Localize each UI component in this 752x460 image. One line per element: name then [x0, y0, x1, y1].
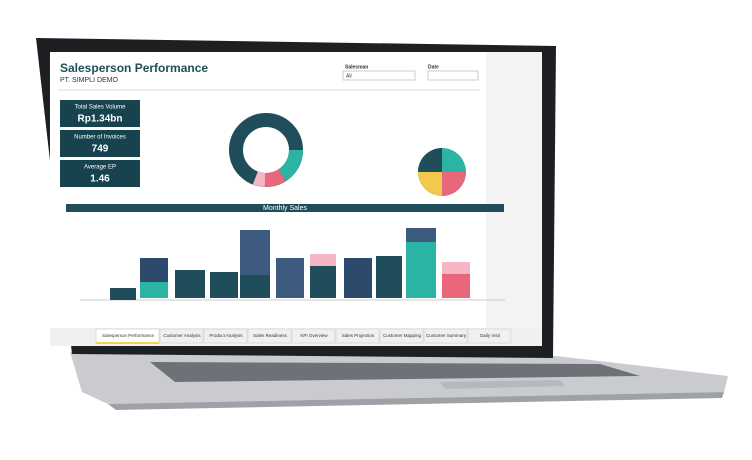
keyboard	[150, 362, 640, 382]
salesman-filter[interactable]	[342, 70, 416, 81]
bar-decor	[276, 258, 304, 298]
donut-chart	[229, 113, 303, 187]
kpi-card	[60, 130, 140, 157]
page-title: Salesperson Performance	[60, 61, 208, 75]
monthly-sales-header	[66, 204, 504, 212]
monthly-sales-chart	[80, 228, 505, 301]
tab-label: Product Analysis	[209, 333, 243, 338]
tab-label: Customer Analysis	[163, 333, 201, 338]
bar-decor	[175, 270, 205, 298]
bar-decor	[344, 258, 372, 298]
trackpad	[440, 380, 565, 389]
tab-label: Customer Summary	[426, 333, 467, 338]
filters-pane	[486, 52, 542, 328]
monthly-sales-title: Monthly Sales	[263, 205, 307, 212]
kpi-label: Total Sales Volume	[74, 105, 126, 111]
bar-decor	[210, 272, 238, 298]
donut-segment	[229, 113, 303, 187]
tab[interactable]	[247, 328, 292, 344]
bar-decor	[310, 254, 336, 266]
kpi-value: Rp1.34bn	[77, 114, 122, 125]
page-subtitle: PT. SIMPLI DEMO	[60, 77, 119, 84]
tab[interactable]	[379, 328, 424, 344]
tab[interactable]	[291, 328, 336, 344]
kpi-value: 749	[92, 144, 109, 155]
pie-slice	[418, 172, 442, 196]
donut-segment	[229, 113, 303, 187]
bar-decor	[140, 282, 168, 298]
salesman-filter-value: All	[346, 73, 352, 79]
laptop-base-edge	[108, 392, 724, 410]
bar-decor	[406, 228, 436, 242]
tab-label: Sales Projection	[342, 333, 375, 338]
bar-decor	[240, 275, 270, 298]
pie-slice	[442, 172, 466, 196]
kpi-value: 1.46	[90, 174, 110, 185]
tab-label: Salesperson Performance	[102, 333, 155, 338]
bar-decor	[442, 262, 470, 274]
tab-label: Sales Readiness	[253, 333, 288, 338]
kpi-label: Average EP	[84, 165, 116, 171]
kpi-card	[60, 160, 140, 187]
kpi-card	[60, 100, 140, 127]
bar-decor	[110, 288, 136, 300]
bar-decor	[376, 256, 402, 298]
pie-slice	[418, 148, 442, 172]
date-filter[interactable]	[427, 70, 479, 81]
date-filter-label: Date	[428, 64, 439, 70]
tab[interactable]	[423, 328, 468, 344]
kpi-label: Number of Invoices	[74, 135, 126, 141]
tab[interactable]	[203, 328, 248, 344]
tab[interactable]	[335, 328, 380, 344]
tab[interactable]	[159, 328, 204, 344]
tab-label: Daily Visit	[480, 333, 500, 338]
tab-label: KPI Overview	[300, 333, 328, 338]
tab-label: Customer Mapping	[383, 333, 422, 338]
salesman-filter-label: Salesman	[345, 64, 368, 70]
pie-chart	[418, 148, 466, 196]
screen	[50, 52, 542, 346]
tab[interactable]	[467, 328, 512, 344]
